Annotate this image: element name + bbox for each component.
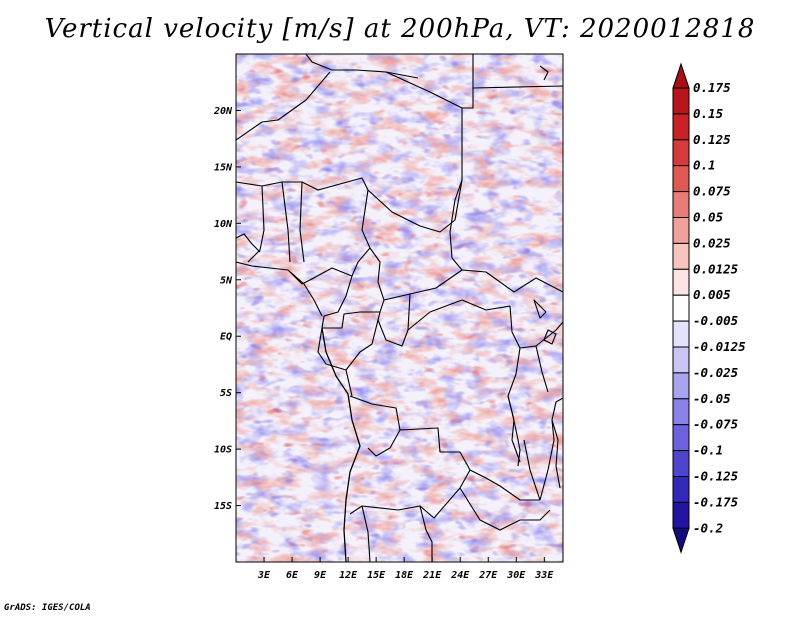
colorbar-label: -0.125 (693, 469, 739, 484)
lon-tick-label: 12E (339, 570, 358, 581)
colorbar-label: -0.1 (693, 443, 723, 458)
lon-tick-label: 3E (257, 570, 271, 581)
colorbar-swatch (672, 139, 690, 167)
map-frame (235, 53, 564, 563)
colorbar-swatch (672, 320, 690, 348)
colorbar-label: 0.175 (693, 80, 731, 95)
lon-tick-label: 15E (367, 570, 386, 581)
lon-tick-label: 21E (422, 570, 442, 581)
colorbar-swatch (672, 87, 690, 115)
lon-tick-label: 24E (450, 570, 470, 581)
colorbar-label: -0.0125 (693, 339, 746, 354)
lon-tick-label: 9E (314, 570, 327, 581)
velocity-field (236, 54, 563, 562)
lat-tick-label: 10S (214, 445, 232, 456)
colorbar-label: 0.0125 (693, 261, 739, 276)
colorbar-label: -0.025 (693, 365, 739, 380)
colorbar-swatch (672, 165, 690, 193)
latitude-axis: 20N 15N 10N 5N EQ 5S 10S 15S (213, 106, 241, 512)
lat-tick-label: 10N (214, 219, 233, 230)
colorbar-swatch (672, 113, 690, 141)
colorbar-swatch (672, 450, 690, 478)
colorbar-swatch (672, 398, 690, 426)
colorbar-label: -0.175 (693, 494, 739, 509)
colorbar-swatch (672, 346, 690, 374)
colorbar-label: -0.005 (693, 313, 739, 328)
colorbar-swatch (672, 372, 690, 400)
colorbar-swatch (672, 62, 690, 89)
lat-tick-label: 5N (220, 275, 233, 286)
colorbar-swatch (672, 527, 690, 554)
colorbar-swatch (672, 242, 690, 270)
colorbar-label: 0.05 (693, 210, 724, 225)
colorbar-label: 0.025 (693, 235, 731, 250)
lat-tick-label: EQ (220, 332, 232, 343)
colorbar: 0.175 0.15 0.125 0.1 0.075 0.05 0.025 0.0125 0.0… (672, 62, 746, 554)
colorbar-label: 0.005 (693, 287, 731, 302)
chart-title: Vertical velocity [m/s] at 200hPa, VT: 2… (44, 14, 756, 44)
longitude-axis: 3E 6E 9E 12E 15E 18E 21E 24E 27E 30E 33E (257, 557, 554, 581)
colorbar-swatch (672, 476, 690, 503)
colorbar-swatch (672, 217, 690, 244)
lat-tick-label: 15S (214, 501, 232, 512)
colorbar-swatch (672, 294, 690, 322)
colorbar-label: 0.15 (693, 106, 724, 121)
lon-tick-label: 33E (534, 570, 554, 581)
country-boundaries (236, 54, 563, 562)
colorbar-label: 0.075 (693, 184, 731, 199)
colorbar-label: 0.1 (693, 158, 716, 173)
lon-tick-label: 18E (395, 570, 414, 581)
colorbar-label: -0.075 (693, 417, 739, 432)
colorbar-swatch (672, 191, 690, 219)
colorbar-swatch (672, 424, 690, 452)
colorbar-label: -0.05 (693, 391, 731, 406)
lat-tick-label: 5S (220, 388, 232, 399)
colorbar-label: 0.125 (693, 132, 731, 147)
colorbar-swatch (672, 501, 690, 529)
lon-tick-label: 27E (478, 570, 498, 581)
lat-tick-label: 15N (214, 162, 233, 173)
lon-tick-label: 30E (506, 570, 526, 581)
grads-credit: GrADS: IGES/COLA (4, 603, 91, 613)
lon-tick-label: 6E (286, 570, 299, 581)
colorbar-label: -0.2 (693, 520, 723, 535)
colorbar-swatch (672, 268, 690, 296)
lat-tick-label: 20N (213, 106, 233, 117)
